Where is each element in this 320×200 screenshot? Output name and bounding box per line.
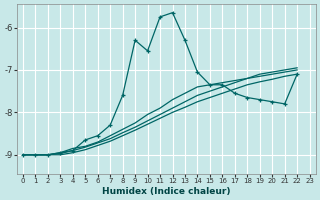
X-axis label: Humidex (Indice chaleur): Humidex (Indice chaleur) — [102, 187, 230, 196]
